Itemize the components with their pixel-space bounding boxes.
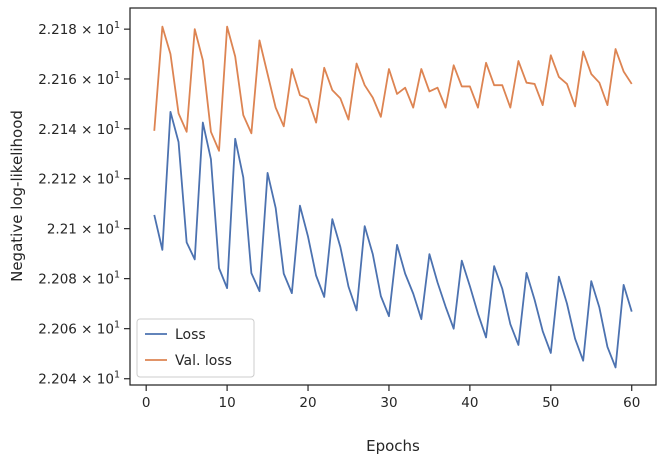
y-tick-label: 2.214 × 101: [38, 120, 120, 138]
y-axis-ticks: 2.204 × 101 2.206 × 101 2.208 × 101 2.21 × …: [38, 20, 130, 388]
y-tick-label: 2.21 × 101: [47, 220, 120, 238]
y-tick-label: 2.206 × 101: [38, 320, 120, 338]
series-line-val-loss: [153, 25, 633, 152]
x-tick-label: 10: [219, 395, 236, 411]
y-tick-label: 2.212 × 101: [38, 170, 120, 188]
x-axis-ticks: 0 10 20 30 40 50 60: [142, 385, 640, 411]
x-tick-label: 0: [142, 395, 151, 411]
y-tick-label: 2.208 × 101: [38, 270, 120, 288]
x-tick-label: 60: [623, 395, 640, 411]
y-tick-label: 2.204 × 101: [38, 370, 120, 388]
y-tick-label: 2.218 × 101: [38, 20, 120, 38]
x-tick-label: 30: [380, 395, 397, 411]
plot-frame: [129, 7, 657, 386]
x-tick-label: 20: [299, 395, 316, 411]
x-tick-label: 50: [542, 395, 559, 411]
series-line-loss: [153, 110, 633, 369]
legend: Loss Val. loss: [136, 318, 255, 378]
legend-label-val-loss: Val. loss: [175, 353, 232, 369]
legend-label-loss: Loss: [175, 327, 206, 343]
x-tick-label: 40: [461, 395, 478, 411]
y-tick-label: 2.216 × 101: [38, 70, 120, 88]
series-lines: [153, 25, 633, 369]
y-axis-label: Negative log-likelihood: [8, 110, 26, 282]
x-axis-label: Epochs: [366, 437, 420, 455]
